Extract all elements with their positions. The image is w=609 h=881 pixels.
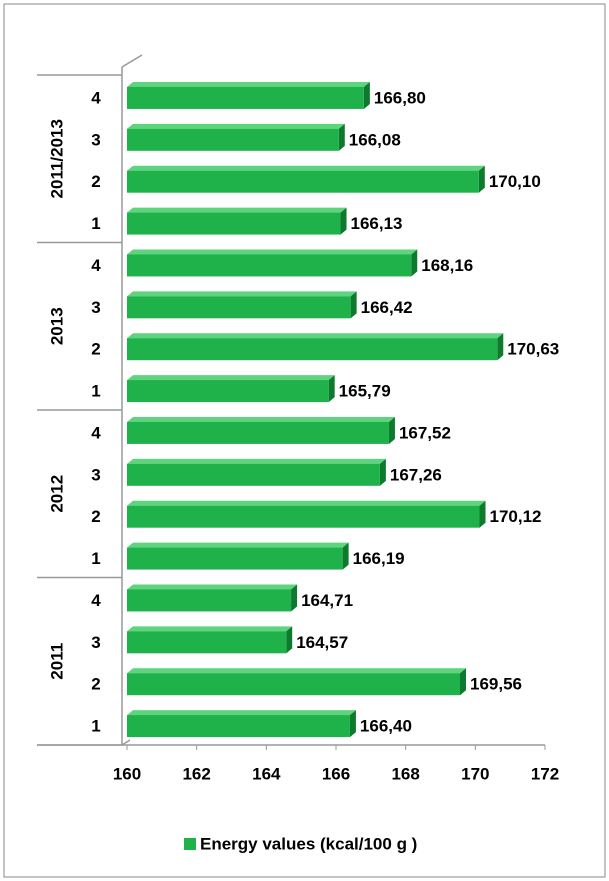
y-tick-label: 1 — [91, 549, 100, 568]
y-tick-label: 4 — [91, 88, 101, 107]
value-label: 170,10 — [489, 172, 541, 191]
bar-top — [127, 333, 504, 339]
y-tick-label: 1 — [91, 382, 100, 401]
y-tick-label: 1 — [91, 214, 100, 233]
y-tick-label: 2 — [91, 675, 100, 694]
bar-top — [127, 500, 486, 506]
y-tick-label: 4 — [91, 591, 101, 610]
group-label: 2011/2013 — [47, 119, 66, 198]
bar-side — [286, 626, 293, 654]
bar — [127, 380, 329, 403]
y-tick-label: 2 — [91, 340, 100, 359]
bar-top — [127, 458, 386, 464]
bar-side — [328, 375, 335, 403]
bar-top — [127, 416, 395, 422]
x-tick-label: 170 — [461, 764, 489, 783]
bar — [127, 338, 498, 361]
value-label: 166,80 — [374, 88, 426, 107]
y-tick-label: 3 — [91, 465, 100, 484]
bar-top — [127, 207, 347, 213]
value-label: 165,79 — [339, 382, 391, 401]
x-tick-label: 172 — [531, 764, 559, 783]
bar-top — [127, 542, 349, 548]
bar-side — [350, 291, 357, 319]
group-label: 2012 — [47, 475, 66, 513]
value-label: 166,13 — [351, 214, 403, 233]
bar-top — [127, 375, 335, 381]
bar-side — [291, 584, 298, 612]
value-label: 167,26 — [390, 465, 442, 484]
bar-side — [342, 542, 349, 570]
bar-top — [127, 710, 356, 716]
bar-top — [127, 123, 345, 129]
bar-side — [379, 458, 386, 486]
bar — [127, 505, 480, 528]
bar — [127, 547, 343, 570]
bar-top — [127, 584, 298, 590]
bar-side — [340, 207, 347, 235]
group-label: 2013 — [47, 307, 66, 345]
value-label: 166,42 — [361, 298, 413, 317]
value-label: 169,56 — [470, 675, 522, 694]
bar-side — [349, 710, 356, 738]
value-label: 170,12 — [490, 507, 542, 526]
y-tick-label: 1 — [91, 717, 100, 736]
value-label: 168,16 — [421, 256, 473, 275]
bar-top — [127, 626, 293, 632]
group-label: 2011 — [47, 643, 66, 680]
bar-top — [127, 81, 370, 87]
bar — [127, 170, 479, 193]
legend-swatch — [184, 838, 196, 850]
bar-top — [127, 249, 418, 255]
bar-side — [497, 333, 504, 361]
value-label: 167,52 — [399, 423, 451, 442]
y-tick-label: 3 — [91, 633, 100, 652]
bar-top — [127, 291, 357, 297]
x-tick-label: 166 — [322, 764, 350, 783]
x-tick-label: 160 — [113, 764, 141, 783]
y-tick-label: 3 — [91, 298, 100, 317]
bar-side — [338, 123, 345, 151]
value-label: 166,40 — [360, 717, 412, 736]
bar — [127, 589, 292, 612]
bar — [127, 463, 380, 486]
x-tick-label: 168 — [391, 764, 419, 783]
bar — [127, 421, 389, 444]
value-label: 170,63 — [507, 340, 559, 359]
bar-top — [127, 165, 485, 171]
bar-side — [363, 81, 370, 109]
y-tick-label: 2 — [91, 172, 100, 191]
value-label: 164,57 — [296, 633, 348, 652]
y-tick-label: 3 — [91, 130, 100, 149]
bar-side — [478, 165, 485, 193]
legend-label: Energy values (kcal/100 g ) — [200, 834, 417, 853]
x-tick-label: 164 — [252, 764, 281, 783]
bar-side — [411, 249, 418, 277]
bar-side — [479, 500, 486, 528]
bar — [127, 212, 341, 235]
value-label: 164,71 — [301, 591, 353, 610]
y-axis-depth — [121, 54, 143, 68]
bar-side — [460, 668, 467, 696]
y-tick-label: 4 — [91, 423, 101, 442]
x-axis-depth — [121, 739, 131, 746]
bar — [127, 254, 412, 277]
bar — [127, 673, 461, 696]
bar-side — [388, 416, 395, 444]
bar — [127, 715, 350, 738]
bar — [127, 86, 364, 109]
bar-top — [127, 668, 467, 674]
y-tick-label: 2 — [91, 507, 100, 526]
value-label: 166,19 — [353, 549, 405, 568]
y-tick-label: 4 — [91, 256, 101, 275]
bar — [127, 128, 339, 151]
bar — [127, 296, 351, 319]
x-tick-label: 162 — [182, 764, 210, 783]
value-label: 166,08 — [349, 130, 401, 149]
bar — [127, 631, 287, 654]
